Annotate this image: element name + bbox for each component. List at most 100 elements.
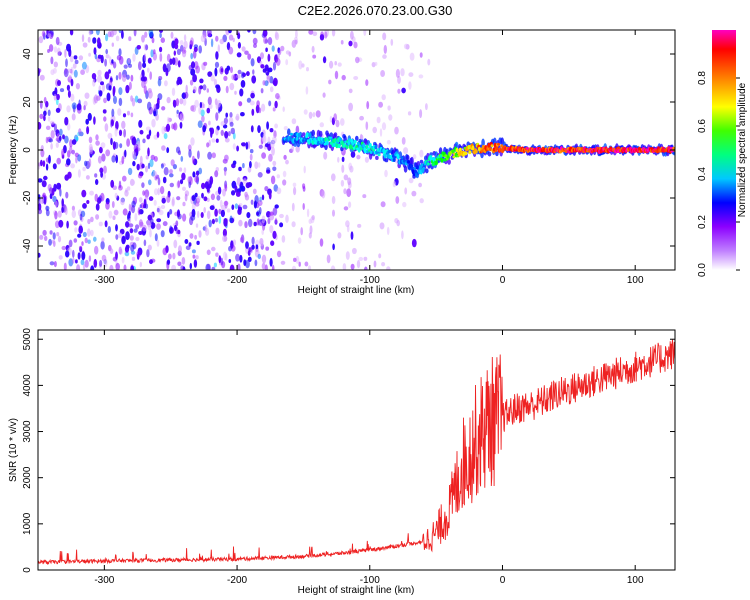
spectrogram-noise-cell <box>250 125 254 133</box>
spectrogram-noise-cell <box>125 231 130 241</box>
spectrogram-noise-cell <box>82 263 86 270</box>
spectrogram-noise-cell <box>235 113 240 122</box>
spectrogram-noise-cell <box>386 139 391 145</box>
spectrogram-noise-cell <box>157 177 161 186</box>
spectrogram-noise-cell <box>197 150 200 160</box>
spectrogram-noise-cell <box>258 107 262 114</box>
spectrogram-noise-cell <box>337 156 340 163</box>
spectrogram-noise-cell <box>208 219 212 228</box>
spectrogram-ridge-cell <box>318 136 322 140</box>
spectrogram-noise-cell <box>319 122 324 128</box>
spectrogram-noise-cell <box>150 49 154 58</box>
spectrogram-noise-cell <box>181 49 187 54</box>
spectrogram-noise-cell <box>102 109 107 114</box>
spectrogram-noise-cell <box>218 215 222 224</box>
spectrogram-noise-cell <box>419 109 423 119</box>
spectrogram-noise-cell <box>400 68 405 77</box>
spectrogram-noise-cell <box>419 149 424 158</box>
spectrogram-noise-cell <box>412 154 417 160</box>
spectrogram-noise-cell <box>121 74 127 82</box>
spectrogram-noise-cell <box>106 92 111 102</box>
spectrogram-noise-cell <box>228 30 232 34</box>
spectrogram-noise-cell <box>261 194 265 201</box>
spectrogram-noise-cell <box>94 173 98 178</box>
spectrogram-noise-cell <box>196 240 200 245</box>
spectrogram-noise-cell <box>67 90 71 98</box>
spectrogram-noise-cell <box>178 245 182 253</box>
spectrogram-noise-cell <box>43 175 48 181</box>
spectrogram-noise-cell <box>55 107 61 113</box>
spectrogram-ridge-cell <box>455 148 459 153</box>
spectrogram-noise-cell <box>356 260 361 269</box>
spectrogram-noise-cell <box>183 167 187 174</box>
spectrogram-noise-cell <box>136 163 140 171</box>
spectrogram-noise-cell <box>215 218 218 223</box>
spectrogram-noise-cell <box>260 88 264 94</box>
spectrogram-noise-cell <box>223 235 228 242</box>
spectrogram-ridge-halo <box>355 135 359 142</box>
spectrogram-noise-cell <box>277 53 280 59</box>
y-tick-label: 3000 <box>22 420 33 443</box>
spectrogram-noise-cell <box>148 129 152 137</box>
spectrogram-noise-cell <box>142 138 146 144</box>
spectrogram-noise-cell <box>141 34 145 43</box>
spectrogram-noise-cell <box>408 177 414 184</box>
spectrogram-ridge-halo <box>410 156 414 166</box>
spectrogram-noise-cell <box>115 251 118 260</box>
x-tick-label: -300 <box>94 575 114 586</box>
spectrogram-noise-cell <box>229 82 235 91</box>
spectrogram-ridge-halo <box>487 151 492 157</box>
spectrogram-noise-cell <box>38 252 41 258</box>
spectrogram-noise-cell <box>174 43 179 50</box>
spectrogram-noise-cell <box>350 231 354 240</box>
spectrogram-noise-cell <box>69 139 73 148</box>
spectrogram-noise-cell <box>267 217 271 225</box>
spectrogram-noise-cell <box>269 225 274 234</box>
spectrogram-noise-cell <box>56 157 61 165</box>
spectrogram-noise-cell <box>298 60 303 70</box>
spectrogram-noise-cell <box>179 40 184 46</box>
spectrogram-noise-cell <box>352 247 357 255</box>
spectrogram-noise-cell <box>118 71 122 80</box>
spectrogram-noise-cell <box>171 123 175 130</box>
spectrogram-noise-cell <box>185 245 191 251</box>
spectrogram-ridge-cell <box>452 155 456 159</box>
spectrogram-noise-cell <box>78 128 82 136</box>
spectrogram-noise-cell <box>291 144 295 153</box>
spectrogram-noise-cell <box>121 156 125 165</box>
spectrogram-noise-cell <box>265 246 270 251</box>
spectrogram-noise-cell <box>269 86 274 93</box>
colorbar-tick-label: 0.8 <box>697 71 708 85</box>
spectrogram-noise-cell <box>324 31 328 39</box>
spectrogram-noise-cell <box>138 197 143 203</box>
spectrogram-noise-cell <box>105 149 111 157</box>
spectrogram-noise-cell <box>224 200 228 209</box>
spectrogram-noise-cell <box>90 216 94 223</box>
spectrogram-noise-cell <box>348 102 353 112</box>
spectrogram-noise-cell <box>64 135 69 144</box>
colorbar-gradient <box>712 30 736 270</box>
spectrogram-noise-cell <box>160 204 166 210</box>
spectrogram-noise-cell <box>242 163 245 169</box>
spectrogram-noise-cell <box>204 224 208 233</box>
spectrogram-noise-cell <box>304 261 309 267</box>
spectrogram-noise-cell <box>380 201 386 208</box>
spectrogram-noise-cell <box>236 74 241 79</box>
spectrogram-noise-cell <box>214 67 218 77</box>
spectrogram-noise-cell <box>83 100 88 107</box>
spectrogram-noise-cell <box>206 188 211 194</box>
spectrogram-noise-cell <box>403 43 409 50</box>
colorbar-tick-label: 0.0 <box>697 263 708 277</box>
spectrogram-noise-cell <box>201 192 204 199</box>
x-tick-label: 0 <box>500 575 506 586</box>
spectrogram-noise-cell <box>128 203 132 212</box>
spectrogram-noise-cell <box>147 147 150 157</box>
spectrogram-noise-cell <box>381 122 387 131</box>
spectrogram-noise-cell <box>346 188 352 198</box>
colorbar-tick-label: 0.4 <box>697 167 708 181</box>
spectrogram-noise-cell <box>93 94 99 104</box>
spectrogram-noise-cell <box>242 204 248 210</box>
spectrogram-noise-cell <box>322 56 327 64</box>
spectrogram-noise-cell <box>253 200 257 209</box>
